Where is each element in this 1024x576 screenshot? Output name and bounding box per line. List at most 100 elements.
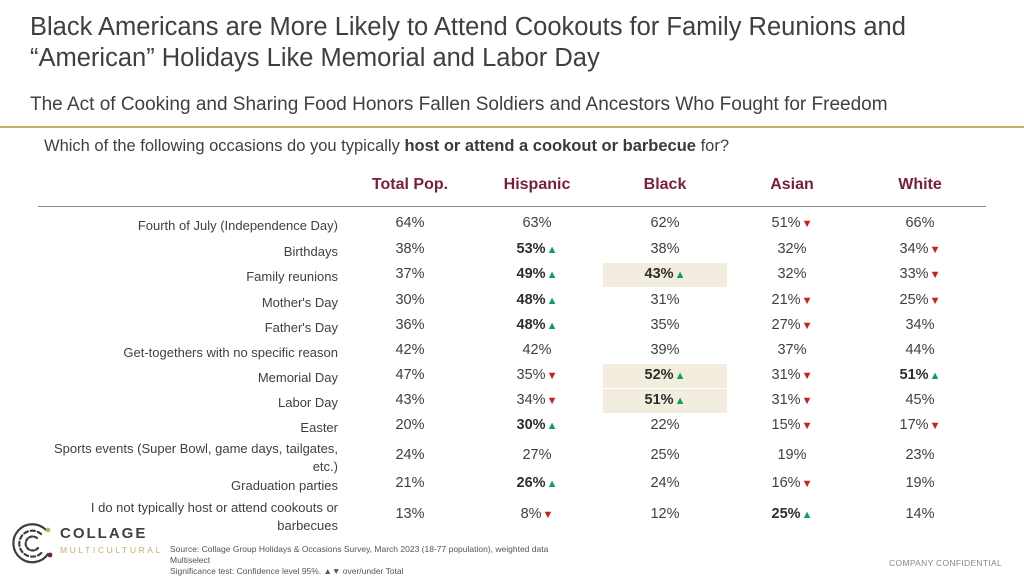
cell-value: 45% bbox=[905, 392, 935, 408]
row-label: Sports events (Super Bowl, game days, ta… bbox=[54, 441, 338, 474]
source-note: Source: Collage Group Holidays & Occasio… bbox=[170, 544, 549, 554]
table-cell: 21% bbox=[355, 475, 465, 491]
down-arrow-icon: ▼ bbox=[546, 370, 558, 382]
cell-value: 34% bbox=[905, 317, 935, 333]
cell-value: 34% bbox=[516, 392, 546, 408]
cell-value: 38% bbox=[650, 241, 680, 257]
table-cell: 14% bbox=[865, 506, 975, 522]
table-cell: 42% bbox=[482, 342, 592, 358]
cell-value: 48% bbox=[516, 317, 546, 333]
table-cell: 36% bbox=[355, 317, 465, 333]
gold-divider bbox=[0, 126, 1024, 128]
significance-note: Significance test: Confidence level 95%.… bbox=[170, 566, 404, 576]
cell-value: 43% bbox=[395, 392, 425, 408]
multiselect-note: Multiselect bbox=[170, 555, 211, 565]
table-cell: 45% bbox=[865, 392, 975, 408]
down-arrow-icon: ▼ bbox=[929, 244, 941, 256]
cell-value: 17% bbox=[899, 417, 929, 433]
column-header: Hispanic bbox=[503, 176, 571, 193]
table-cell: 25%▲ bbox=[737, 506, 847, 522]
cell-value: 27% bbox=[522, 447, 552, 463]
row-label: Mother's Day bbox=[261, 295, 338, 310]
cell-value: 38% bbox=[395, 241, 425, 257]
table-cell: 25% bbox=[610, 447, 720, 463]
table-cell: 37% bbox=[737, 342, 847, 358]
question-text-pre: Which of the following occasions do you … bbox=[44, 137, 405, 155]
survey-question: Which of the following occasions do you … bbox=[44, 137, 729, 156]
table-cell: 64% bbox=[355, 215, 465, 231]
up-arrow-icon: ▲ bbox=[674, 370, 686, 382]
cell-value: 21% bbox=[395, 475, 425, 491]
table-cell: 43% bbox=[355, 392, 465, 408]
cell-value: 66% bbox=[905, 215, 935, 231]
collage-circle-logo-icon bbox=[12, 523, 53, 564]
table-cell: 27% bbox=[482, 447, 592, 463]
down-arrow-icon: ▼ bbox=[801, 320, 813, 332]
down-arrow-icon: ▼ bbox=[542, 509, 554, 521]
table-cell: 38% bbox=[355, 241, 465, 257]
cell-value: 39% bbox=[650, 342, 680, 358]
table-cell: 33%▼ bbox=[865, 266, 975, 282]
cell-value: 51% bbox=[644, 392, 674, 408]
row-label: Easter bbox=[300, 420, 338, 435]
cell-value: 33% bbox=[899, 266, 929, 282]
row-label: Family reunions bbox=[246, 269, 338, 284]
table-cell: 34% bbox=[865, 317, 975, 333]
table-cell: 37% bbox=[355, 266, 465, 282]
row-label: Birthdays bbox=[283, 244, 338, 259]
table-cell: 32% bbox=[737, 266, 847, 282]
cell-value: 23% bbox=[905, 447, 935, 463]
table-cell: 51%▼ bbox=[737, 215, 847, 231]
row-label: Graduation parties bbox=[231, 478, 338, 493]
table-cell: 16%▼ bbox=[737, 475, 847, 491]
table-cell: 43%▲ bbox=[610, 266, 720, 282]
table-cell: 42% bbox=[355, 342, 465, 358]
up-arrow-icon: ▲ bbox=[546, 478, 558, 490]
cell-value: 44% bbox=[905, 342, 935, 358]
cell-value: 25% bbox=[650, 447, 680, 463]
row-label: Fourth of July (Independence Day) bbox=[137, 218, 338, 233]
cell-value: 31% bbox=[771, 367, 801, 383]
cell-value: 30% bbox=[395, 292, 425, 308]
highlight-cell bbox=[603, 263, 727, 287]
down-arrow-icon: ▼ bbox=[801, 370, 813, 382]
cell-value: 42% bbox=[395, 342, 425, 358]
table-cell: 34%▼ bbox=[865, 241, 975, 257]
table-cell: 24% bbox=[355, 447, 465, 463]
column-header: Asian bbox=[770, 176, 814, 193]
row-label: Father's Day bbox=[264, 320, 338, 335]
up-arrow-icon: ▲ bbox=[801, 509, 813, 521]
table-cell: 13% bbox=[355, 506, 465, 522]
cell-value: 13% bbox=[395, 506, 425, 522]
cell-value: 27% bbox=[771, 317, 801, 333]
up-arrow-icon: ▲ bbox=[546, 295, 558, 307]
logo-wordmark: COLLAGE bbox=[60, 525, 148, 542]
table-cell: 48%▲ bbox=[482, 317, 592, 333]
table-cell: 51%▲ bbox=[610, 392, 720, 408]
cell-value: 25% bbox=[899, 292, 929, 308]
table-cell: 31%▼ bbox=[737, 367, 847, 383]
cell-value: 31% bbox=[771, 392, 801, 408]
cell-value: 48% bbox=[516, 292, 546, 308]
table-cell: 22% bbox=[610, 417, 720, 433]
down-arrow-icon: ▼ bbox=[801, 218, 813, 230]
table-cell: 39% bbox=[610, 342, 720, 358]
row-label: Memorial Day bbox=[257, 370, 338, 385]
cell-value: 34% bbox=[899, 241, 929, 257]
table-cell: 26%▲ bbox=[482, 475, 592, 491]
cell-value: 30% bbox=[516, 417, 546, 433]
cell-value: 52% bbox=[644, 367, 674, 383]
cell-value: 49% bbox=[516, 266, 546, 282]
cell-value: 19% bbox=[905, 475, 935, 491]
question-text-bold: host or attend a cookout or barbecue bbox=[404, 137, 696, 155]
cell-value: 16% bbox=[771, 475, 801, 491]
table-cell: 12% bbox=[610, 506, 720, 522]
column-header: Total Pop. bbox=[371, 176, 449, 193]
highlight-cell bbox=[603, 364, 727, 388]
down-arrow-icon: ▼ bbox=[801, 295, 813, 307]
page-subtitle: The Act of Cooking and Sharing Food Hono… bbox=[30, 94, 888, 115]
table-cell: 52%▲ bbox=[610, 367, 720, 383]
table-cell: 31% bbox=[610, 292, 720, 308]
up-arrow-icon: ▲ bbox=[674, 269, 686, 281]
column-header: White bbox=[898, 176, 942, 193]
